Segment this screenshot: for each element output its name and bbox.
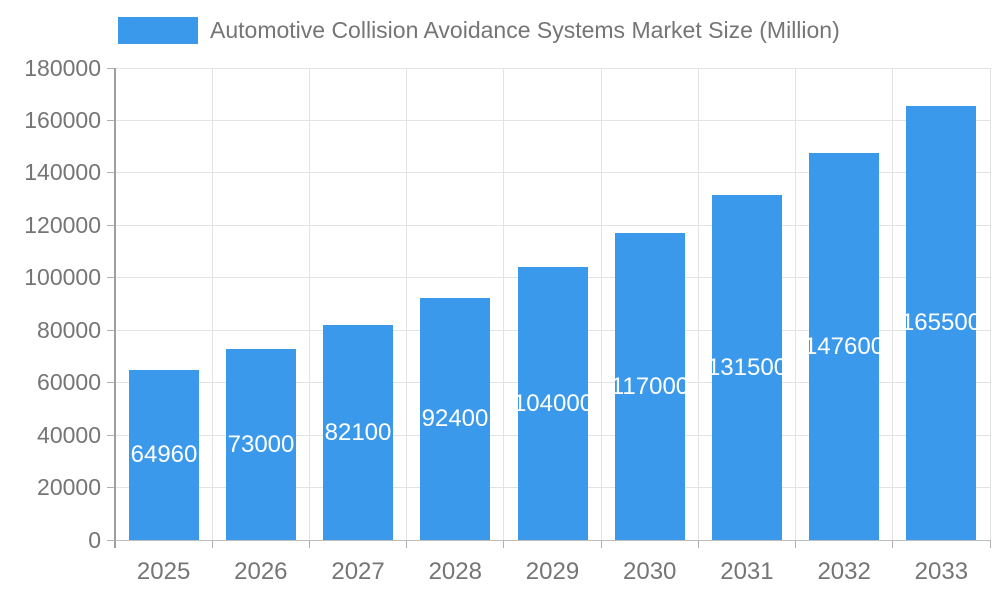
y-gridline — [115, 67, 990, 69]
bar-value-label: 64960 — [130, 441, 198, 468]
x-axis-tick-label: 2033 — [914, 558, 969, 585]
y-axis-tick-label: 100000 — [24, 264, 101, 291]
y-axis-tick — [107, 539, 115, 541]
y-gridline — [115, 224, 990, 226]
y-axis-tick — [107, 224, 115, 226]
bar-value-label: 92400 — [421, 405, 489, 432]
y-axis-tick — [107, 119, 115, 121]
x-axis-tick — [697, 540, 699, 548]
y-axis-tick-label: 140000 — [24, 159, 101, 186]
x-axis-tick — [503, 540, 505, 548]
y-axis-tick-label: 180000 — [24, 54, 101, 81]
x-axis-tick — [892, 540, 894, 548]
y-axis-tick — [107, 382, 115, 384]
y-axis-tick — [107, 277, 115, 279]
x-axis-tick-label: 2031 — [720, 558, 774, 585]
y-axis-tick — [107, 172, 115, 174]
y-axis-tick — [107, 67, 115, 69]
x-axis-tick-label: 2028 — [428, 558, 482, 585]
y-axis-tick-label: 160000 — [24, 106, 101, 133]
bar-value-label: 104000 — [512, 389, 594, 417]
legend-label: Automotive Collision Avoidance Systems M… — [210, 16, 840, 43]
x-gridline — [503, 68, 505, 540]
y-gridline — [115, 172, 990, 174]
y-axis-tick — [107, 487, 115, 489]
bar-2025[interactable]: 64960 — [129, 370, 199, 540]
x-axis-tick — [600, 540, 602, 548]
y-gridline — [115, 119, 990, 121]
bar-2031[interactable]: 131500 — [707, 195, 787, 540]
x-gridline — [795, 68, 797, 540]
x-gridline — [989, 68, 991, 540]
y-axis-tick — [107, 434, 115, 436]
bar-value-label: 165500 — [900, 309, 982, 336]
bar-value-label: 82100 — [324, 418, 392, 446]
bar-2029[interactable]: 104000 — [513, 267, 593, 540]
bar-value-label: 147600 — [803, 332, 885, 360]
bar-2028[interactable]: 92400 — [420, 298, 490, 540]
y-axis-tick-label: 80000 — [37, 316, 101, 343]
x-axis-tick — [308, 540, 310, 548]
bar-2033[interactable]: 165500 — [901, 106, 981, 540]
bar-2030[interactable]: 117000 — [611, 233, 689, 540]
y-axis-tick-label: 20000 — [37, 474, 101, 501]
y-axis-tick-label: 40000 — [37, 421, 101, 448]
x-axis-tick-label: 2030 — [623, 558, 677, 585]
x-axis-tick — [795, 540, 797, 548]
bar-value-label: 117000 — [610, 372, 690, 400]
x-axis-tick-label: 2027 — [331, 558, 385, 585]
y-axis-line — [114, 68, 116, 548]
x-gridline — [600, 68, 602, 540]
x-gridline — [697, 68, 699, 540]
bar-2027[interactable]: 82100 — [323, 325, 393, 540]
y-axis-tick — [107, 329, 115, 331]
x-gridline — [406, 68, 408, 540]
x-axis-tick-label: 2025 — [136, 558, 191, 585]
x-gridline — [308, 68, 310, 540]
bar-2026[interactable]: 73000 — [226, 349, 296, 540]
x-gridline — [892, 68, 894, 540]
y-axis-tick-label: 60000 — [37, 369, 101, 396]
x-axis-tick-label: 2032 — [817, 558, 871, 585]
legend[interactable]: Automotive Collision Avoidance Systems M… — [118, 14, 840, 46]
legend-swatch[interactable] — [118, 16, 198, 44]
bar-value-label: 73000 — [227, 430, 295, 458]
x-axis-tick — [989, 540, 991, 548]
y-axis-tick-label: 120000 — [24, 211, 101, 238]
x-axis-tick — [406, 540, 408, 548]
bar-2032[interactable]: 147600 — [804, 153, 884, 540]
x-gridline — [211, 68, 213, 540]
x-axis-line — [115, 540, 990, 541]
x-axis-tick — [211, 540, 213, 548]
y-axis-tick-label: 0 — [88, 526, 101, 553]
x-axis-tick-label: 2029 — [525, 558, 580, 585]
x-axis-tick-label: 2026 — [234, 558, 288, 585]
bar-value-label: 131500 — [706, 353, 788, 381]
